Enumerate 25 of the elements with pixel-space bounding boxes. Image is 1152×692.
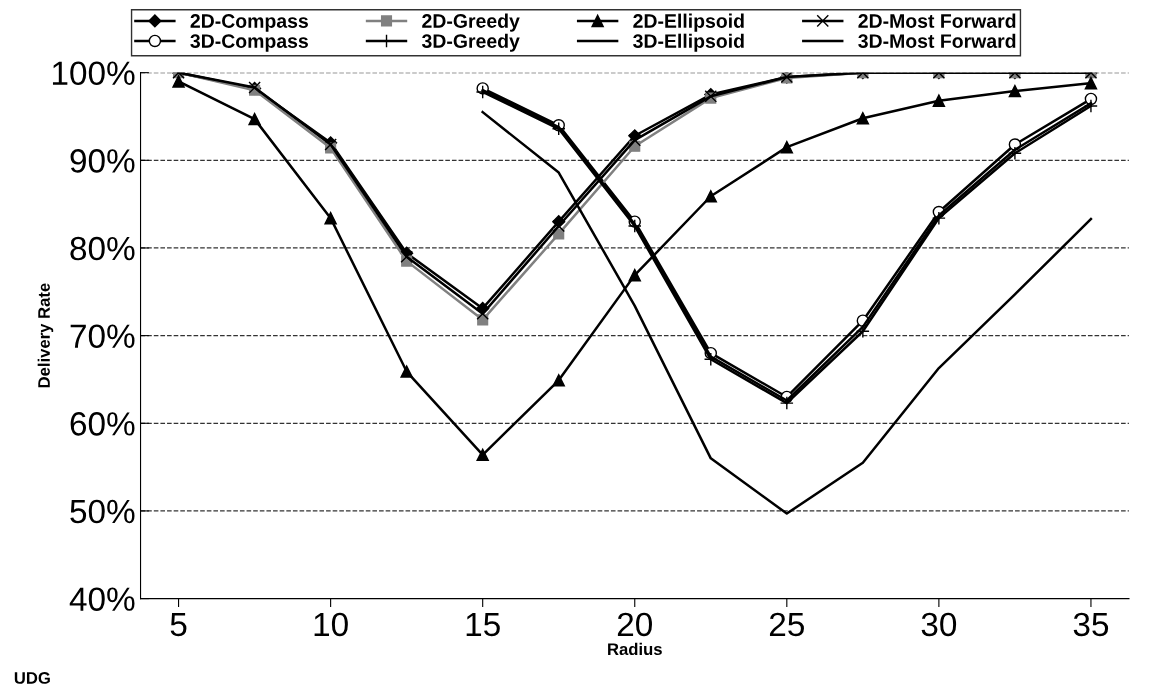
y-tick-label: 70% xyxy=(70,324,135,349)
y-tick-label: 60% xyxy=(70,412,135,436)
legend-label: 2D-Greedy xyxy=(422,13,520,32)
legend-label: 2D-Ellipsoid xyxy=(633,13,744,32)
x-tick-label: 20 xyxy=(617,612,652,637)
legend-label: 3D-Ellipsoid xyxy=(633,33,744,52)
y-tick-label: 50% xyxy=(70,499,135,524)
text: UDG xyxy=(14,672,50,684)
y-tick-label: 40% xyxy=(69,587,135,611)
y-tick-label: 90% xyxy=(70,149,135,173)
x-tick-label: 15 xyxy=(466,613,500,637)
legend-label: 3D-Greedy xyxy=(421,33,520,52)
x-axis-title: Radius xyxy=(608,642,662,656)
x-tick-label: 25 xyxy=(769,612,804,637)
y-tick-label: 100% xyxy=(52,61,135,86)
x-tick-label: 30 xyxy=(921,612,957,637)
y-axis-title: Delivery Rate xyxy=(37,283,54,388)
x-tick-label: 35 xyxy=(1073,612,1109,637)
legend-label: 2D-Compass xyxy=(190,14,308,32)
legend-label: 3D-Compass xyxy=(190,34,308,52)
legend-label: 3D-Most Forward xyxy=(858,33,1016,48)
legend-label: 2D-Most Forward xyxy=(858,13,1016,28)
x-tick-label: 10 xyxy=(314,612,348,637)
x-tick-label: 5 xyxy=(170,613,187,637)
y-tick-label: 80% xyxy=(70,236,135,261)
